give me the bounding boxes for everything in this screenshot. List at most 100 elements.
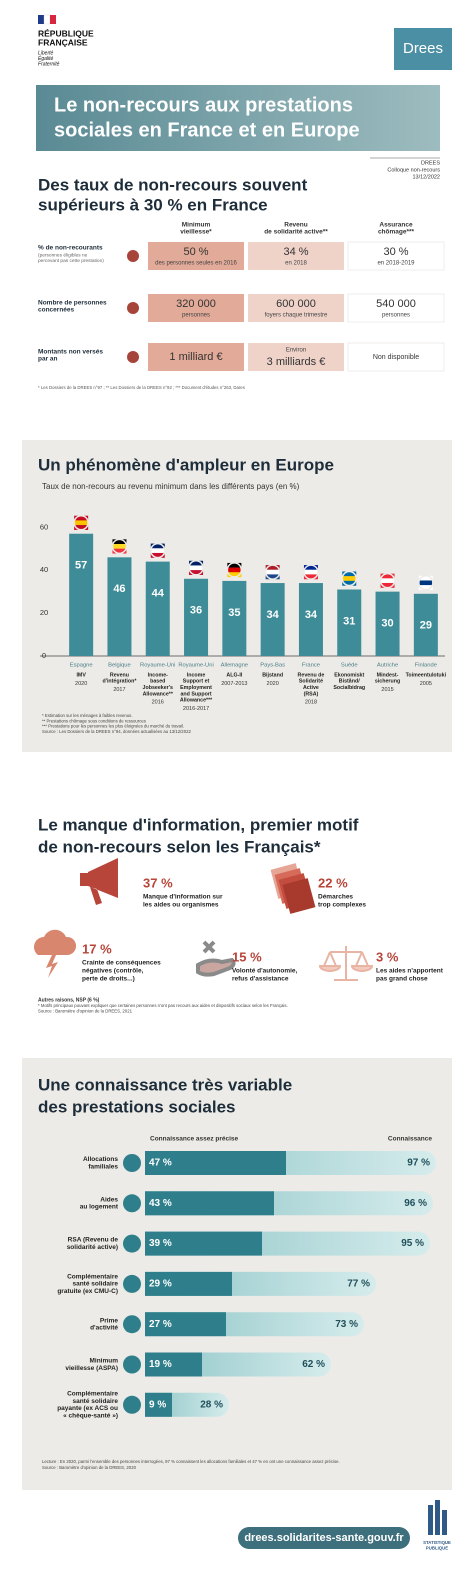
column-header: vieillesse* [180, 229, 212, 236]
column-header: Assurance [379, 222, 413, 229]
value-label: 96 % [404, 1198, 427, 1209]
value-label: 31 [343, 615, 355, 627]
flag [189, 570, 204, 575]
hand-icon [196, 940, 236, 977]
program: Ekonomiskt [334, 672, 364, 678]
value-label: 29 % [149, 1279, 172, 1290]
cell-note: personnes [382, 313, 410, 319]
reason-text: refus d'assistance [232, 976, 289, 983]
motto: Égalité [38, 55, 54, 62]
cell [148, 242, 244, 270]
program: d'intégration* [102, 679, 137, 685]
flag-ring [264, 564, 281, 580]
section-title: Des taux de non-recours souvent [38, 175, 308, 194]
year: 2007-2013 [221, 681, 247, 687]
year: 2018 [305, 700, 317, 706]
program: based [150, 679, 165, 685]
reason-value: 15 % [232, 949, 262, 964]
flag-ring [418, 575, 434, 591]
cloud-icon [34, 929, 77, 978]
reason-text: Manque d'information sur [143, 894, 223, 901]
cell-value: 540 000 [376, 298, 416, 310]
bar-precise [145, 1312, 226, 1337]
row-label: d'activité [90, 1325, 118, 1332]
program: ALG-II [226, 672, 242, 678]
value-label: 43 % [149, 1198, 172, 1209]
cell-value: 1 milliard € [169, 351, 222, 363]
x-tick-label: Espagne [70, 663, 93, 669]
bar [69, 533, 94, 656]
url-pill[interactable] [238, 1527, 410, 1549]
flag [74, 525, 89, 530]
flag-ring [188, 560, 204, 576]
reason-value: 3 % [376, 949, 399, 964]
value-label: 97 % [407, 1158, 430, 1169]
flag [74, 515, 89, 521]
value-label: 29 [420, 620, 432, 632]
subtitle: Taux de non-recours au revenu minimum da… [42, 482, 300, 491]
y-tick-label: 20 [40, 608, 48, 617]
footnote: Source : Les Dossiers de la DREES n°94, … [42, 729, 191, 734]
row-label: Complémentaire [67, 1391, 118, 1398]
cell-value: 3 milliards € [267, 356, 326, 368]
section-title: supérieurs à 30 % en France [38, 195, 268, 214]
x-tick-label: Royaume-Uni [178, 663, 213, 669]
banner-title: Le non-recours aux prestations [54, 94, 353, 116]
footnote: Lecture : En 2020, parmi l'ensemble des … [42, 1459, 340, 1464]
value-label: 34 [305, 609, 318, 621]
flag [227, 567, 242, 573]
row-label: familiales [88, 1163, 118, 1170]
reason-text: Crainte de conséquences [82, 960, 161, 967]
bar-precise [145, 1191, 274, 1216]
url[interactable]: drees.solidarites-sante.gouv.fr [244, 1532, 404, 1544]
footnote: * Motifs principaux pouvant expliquer qu… [38, 1003, 288, 1008]
flag [265, 565, 280, 570]
cell-value: 600 000 [276, 298, 316, 310]
republic: RÉPUBLIQUE [38, 28, 94, 38]
footnote: * Les Dossiers de la DREES n°97 ; ** Les… [38, 385, 245, 390]
republic: FRANÇAISE [38, 37, 88, 47]
y-tick-label: 60 [40, 522, 48, 531]
program: Income [187, 672, 206, 678]
value-label: 73 % [335, 1319, 358, 1330]
footnote: * Estimation sur les ménages à faibles r… [42, 713, 133, 718]
year: 2020 [75, 681, 87, 687]
flag [303, 574, 318, 580]
reason-text: pas grand chose [376, 976, 428, 983]
row-label: gratuite (ex CMU-C) [57, 1288, 118, 1295]
reason-text: Les aides n'apportent [376, 968, 444, 975]
flag [342, 580, 357, 586]
flag [112, 548, 127, 554]
year: 2016-2017 [183, 706, 209, 712]
section-title: Une connaissance très variable [38, 1075, 292, 1094]
flag [150, 552, 165, 558]
flag-ring [226, 562, 243, 578]
cell [347, 241, 445, 271]
bar [145, 561, 170, 656]
value-label: 39 % [149, 1238, 172, 1249]
flag [189, 560, 204, 566]
x-tick-label: Royaume-Uni [140, 663, 175, 669]
program: Mindest- [377, 672, 399, 678]
row-icon [123, 1274, 141, 1293]
year: 2005 [420, 681, 432, 687]
cell [148, 294, 244, 322]
row-icon [123, 1395, 141, 1414]
cell-value: 30 % [383, 246, 408, 258]
cell-note: Environ [286, 348, 306, 354]
row-label: au logement [80, 1204, 119, 1211]
cell-value: Non disponible [373, 354, 419, 361]
row-label: Prime [100, 1317, 118, 1324]
footnote: Source : Baromètre d'opinion de la DREES… [42, 1465, 137, 1470]
year: 2017 [113, 687, 125, 693]
flag [380, 573, 395, 579]
flag [265, 569, 280, 575]
value-label: 34 [267, 609, 280, 621]
flag [227, 562, 242, 568]
stat-logo-text: STATISTIQUE [423, 1540, 451, 1545]
bar-precise [145, 1231, 262, 1256]
cell-note: personnes [182, 313, 210, 319]
row-icon [123, 1154, 141, 1172]
row-label: « chèque-santé ») [63, 1412, 118, 1419]
row-icon [123, 1234, 141, 1253]
